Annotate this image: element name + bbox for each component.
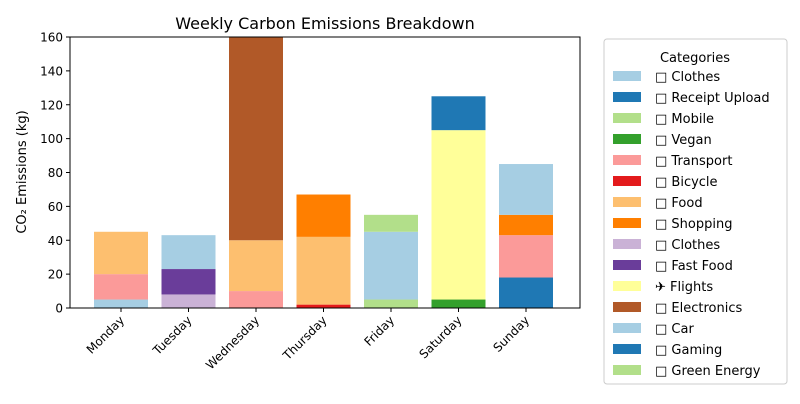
legend-label: □ Green Energy [655, 364, 761, 379]
y-tick-label: 60 [48, 200, 63, 214]
legend-label: □ Vegan [655, 133, 712, 148]
bar-segment-friday-extra-1 [364, 299, 418, 308]
bar-segment-sunday-extra-9 [499, 214, 553, 236]
legend-item: □ Food [613, 196, 703, 211]
legend-item: ✈ Flights [613, 280, 713, 295]
y-tick-label: 0 [55, 302, 63, 316]
legend: Categories □ Clothes □ Receipt Upload □ Mo… [603, 38, 788, 385]
legend-label: □ Food [655, 196, 703, 211]
legend-swatch [613, 218, 641, 228]
legend-swatch [613, 113, 641, 123]
bars-group [94, 37, 553, 308]
legend-label: □ Clothes [655, 70, 720, 85]
legend-item: □ Green Energy [613, 364, 761, 379]
legend-item: □ Bicycle [613, 175, 718, 190]
x-axis: Monday Tuesday Wednesday Thursday Friday Satu… [84, 308, 532, 372]
legend-item: □ Mobile [613, 112, 714, 127]
legend-swatch [613, 92, 641, 102]
x-tick-label-tuesday: Tuesday [149, 313, 194, 358]
legend-label: □ Receipt Upload [655, 91, 770, 106]
y-axis-label: CO₂ Emissions (kg) [15, 110, 30, 233]
bar-segment-thursday-series-5 [296, 304, 351, 308]
bar-segment-thursday-series-6 [296, 236, 351, 305]
bar-segment-saturday-extra-5 [431, 130, 486, 300]
legend-label: □ Gaming [655, 343, 722, 358]
bar-segment-monday-series-6 [94, 231, 148, 275]
legend-item: □ Clothes [613, 238, 720, 253]
y-tick-label: 160 [40, 31, 63, 45]
legend-swatch [613, 323, 641, 333]
bar-segment-wednesday-series-6 [229, 240, 283, 292]
legend-swatch [613, 134, 641, 144]
legend-label: □ Car [655, 322, 694, 337]
legend-swatch [613, 239, 641, 249]
bar-segment-wednesday-series-4 [229, 291, 283, 308]
legend-label: □ Bicycle [655, 175, 718, 190]
legend-item: □ Transport [613, 154, 732, 169]
y-tick-label: 140 [40, 64, 63, 78]
bar-segment-saturday-extra-4 [431, 299, 486, 308]
legend-swatch [613, 197, 641, 207]
bar-segment-wednesday-series-11 [229, 37, 283, 241]
legend-swatch [613, 176, 641, 186]
legend-items: □ Clothes □ Receipt Upload □ Mobile □ Vegan… [613, 70, 770, 379]
x-tick-label-wednesday: Wednesday [203, 313, 262, 372]
x-tick-label-monday: Monday [84, 313, 127, 356]
legend-item: □ Clothes [613, 70, 720, 85]
bar-segment-tuesday-series-8 [161, 294, 216, 308]
legend-frame [603, 38, 788, 385]
chart-title: Weekly Carbon Emissions Breakdown [175, 14, 474, 33]
y-tick-label: 20 [48, 268, 63, 282]
legend-label: □ Shopping [655, 217, 732, 232]
legend-label: ✈ Flights [655, 280, 713, 295]
bar-segment-friday-extra-2 [364, 231, 418, 300]
legend-item: □ Fast Food [613, 259, 733, 274]
legend-swatch [613, 155, 641, 165]
y-tick-label: 120 [40, 98, 63, 112]
x-tick-label-saturday: Saturday [416, 313, 464, 361]
legend-swatch [613, 344, 641, 354]
legend-swatch [613, 71, 641, 81]
plot-frame [69, 36, 581, 309]
legend-item: □ Gaming [613, 343, 722, 358]
bar-segment-monday-series-4 [94, 274, 148, 300]
y-axis: 0 20 40 60 80 100 120 140 160 [40, 31, 70, 316]
legend-item: □ Electronics [613, 301, 742, 316]
legend-item: □ Receipt Upload [613, 91, 770, 106]
bar-segment-tuesday-series-9 [161, 269, 216, 295]
legend-label: □ Electronics [655, 301, 742, 316]
legend-swatch [613, 302, 641, 312]
bar-segment-sunday-extra-7 [499, 277, 553, 308]
legend-label: □ Transport [655, 154, 732, 169]
legend-label: □ Clothes [655, 238, 720, 253]
legend-swatch [613, 260, 641, 270]
y-tick-label: 40 [48, 234, 63, 248]
bar-segment-sunday-extra-8 [499, 235, 553, 278]
legend-item: □ Vegan [613, 133, 712, 148]
x-tick-label-friday: Friday [362, 313, 398, 349]
x-tick-label-thursday: Thursday [280, 313, 330, 363]
y-tick-label: 80 [48, 166, 63, 180]
legend-label: □ Fast Food [655, 259, 733, 274]
legend-swatch [613, 281, 641, 291]
legend-item: □ Shopping [613, 217, 732, 232]
bar-segment-tuesday-extra-0 [161, 235, 216, 270]
bar-segment-monday-series-0 [94, 299, 148, 308]
legend-title: Categories [660, 51, 730, 66]
bar-segment-friday-extra-3 [364, 214, 418, 232]
legend-item: □ Car [613, 322, 694, 337]
legend-label: □ Mobile [655, 112, 714, 127]
legend-swatch [613, 365, 641, 375]
x-tick-label-sunday: Sunday [490, 313, 532, 355]
bar-segment-saturday-extra-6 [431, 96, 486, 131]
bar-segment-thursday-series-7 [296, 194, 351, 237]
y-tick-label: 100 [40, 132, 63, 146]
bar-segment-sunday-extra-10 [499, 164, 553, 215]
